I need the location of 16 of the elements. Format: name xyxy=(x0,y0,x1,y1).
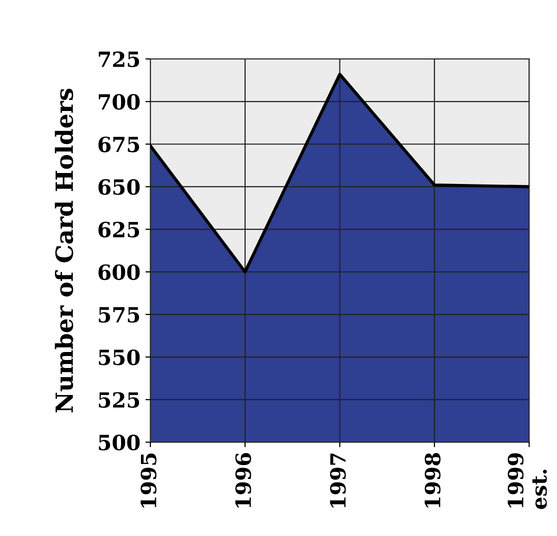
y-tick-label: 600 xyxy=(98,264,140,280)
y-axis-title: Number of Card Holders xyxy=(54,88,74,412)
x-tick-label: 1997 xyxy=(330,454,346,508)
y-tick-label: 575 xyxy=(98,307,140,323)
x-tick-label: 1999 est. xyxy=(508,453,547,510)
x-tick-label: 1996 xyxy=(235,453,252,508)
y-tick-label: 525 xyxy=(98,392,140,408)
y-tick-label: 650 xyxy=(98,179,140,195)
y-tick-label: 550 xyxy=(98,349,140,366)
y-tick-label: 500 xyxy=(98,434,140,450)
y-tick-label: 700 xyxy=(98,94,140,110)
x-tick-label: 1995 xyxy=(140,453,156,508)
y-tick-label: 625 xyxy=(98,222,140,238)
x-tick-label: 1998 xyxy=(424,453,441,508)
y-tick-label: 725 xyxy=(98,51,140,68)
y-tick-label: 675 xyxy=(98,136,140,152)
